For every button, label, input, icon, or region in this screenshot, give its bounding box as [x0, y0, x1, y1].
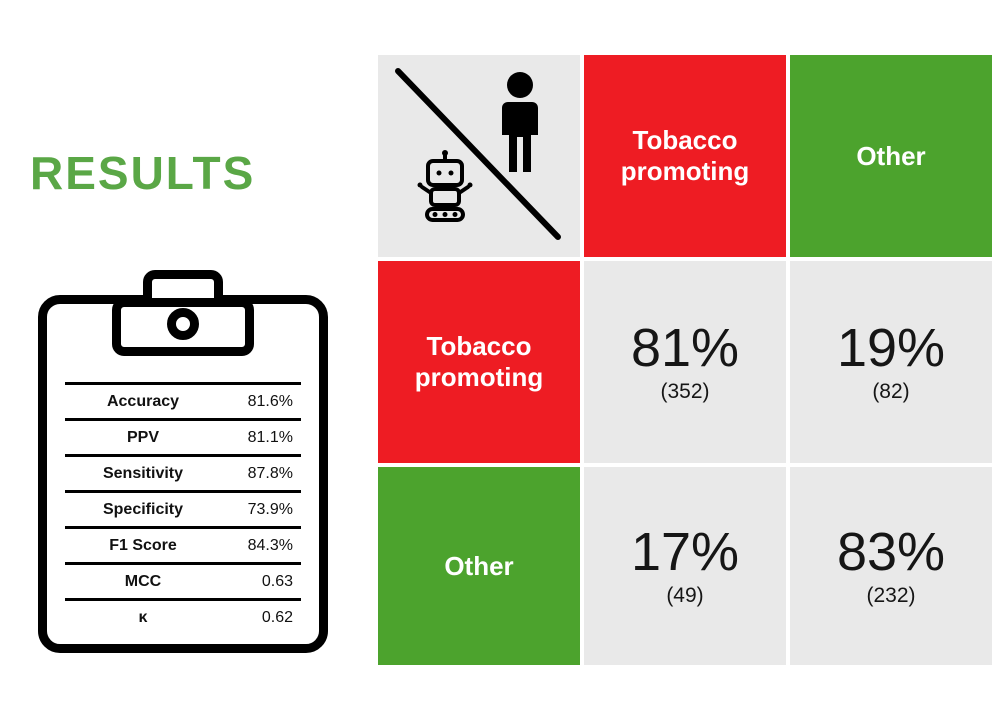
metric-value: 87.8% — [247, 464, 293, 482]
row-header-label: Tobacco promoting — [414, 331, 544, 392]
metric-row-accuracy: Accuracy 81.6% — [65, 382, 301, 418]
row-header-label: Other — [444, 550, 514, 581]
metric-label: Sensitivity — [102, 464, 184, 482]
metric-label: Accuracy — [106, 392, 180, 410]
matrix-cell-other-tobacco: 17% (49) — [584, 467, 786, 665]
metric-row-f1: F1 Score 84.3% — [65, 526, 301, 562]
col-header-label: Other — [856, 140, 926, 171]
cell-count: (352) — [660, 380, 710, 404]
metric-label: MCC — [124, 572, 162, 590]
metric-value: 0.63 — [261, 572, 293, 590]
diagonal-divider — [395, 68, 561, 240]
clipboard-clip-ring — [167, 308, 199, 340]
metric-row-sensitivity: Sensitivity 87.8% — [65, 454, 301, 490]
cell-percent: 83% — [836, 521, 946, 582]
metric-label: Specificity — [102, 500, 184, 518]
metric-value: 81.6% — [247, 392, 293, 410]
matrix-cell-tobacco-other: 19% (82) — [790, 261, 992, 463]
robot-icon — [417, 150, 473, 222]
human-icon — [502, 72, 538, 172]
matrix-corner-cell — [378, 55, 580, 257]
confusion-matrix: Tobacco promoting Other Tobacco promotin… — [378, 55, 992, 665]
cell-percent: 81% — [630, 317, 740, 378]
metric-row-ppv: PPV 81.1% — [65, 418, 301, 454]
metrics-table: Accuracy 81.6% PPV 81.1% Sensitivity 87.… — [65, 382, 301, 634]
matrix-cell-tobacco-tobacco: 81% (352) — [584, 261, 786, 463]
page-title: RESULTS — [30, 147, 256, 199]
cell-count: (232) — [866, 584, 916, 608]
metric-row-kappa: κ 0.62 — [65, 598, 301, 634]
metric-row-mcc: MCC 0.63 — [65, 562, 301, 598]
metric-row-specificity: Specificity 73.9% — [65, 490, 301, 526]
row-header-other: Other — [378, 467, 580, 665]
metric-label: PPV — [126, 428, 159, 446]
metric-label: κ — [138, 608, 148, 626]
clipboard-icon: Accuracy 81.6% PPV 81.1% Sensitivity 87.… — [38, 270, 328, 653]
metric-value: 81.1% — [247, 428, 293, 446]
metric-value: 73.9% — [247, 500, 293, 518]
col-header-tobacco-promoting: Tobacco promoting — [584, 55, 786, 257]
metric-value: 84.3% — [247, 536, 293, 554]
human-vs-robot-legend — [395, 68, 561, 240]
metric-value: 0.62 — [261, 608, 293, 626]
col-header-other: Other — [790, 55, 992, 257]
row-header-tobacco-promoting: Tobacco promoting — [378, 261, 580, 463]
col-header-label: Tobacco promoting — [620, 125, 750, 186]
metric-label: F1 Score — [109, 536, 177, 554]
cell-count: (82) — [872, 380, 910, 404]
cell-count: (49) — [666, 584, 704, 608]
cell-percent: 19% — [836, 317, 946, 378]
matrix-cell-other-other: 83% (232) — [790, 467, 992, 665]
cell-percent: 17% — [630, 521, 740, 582]
